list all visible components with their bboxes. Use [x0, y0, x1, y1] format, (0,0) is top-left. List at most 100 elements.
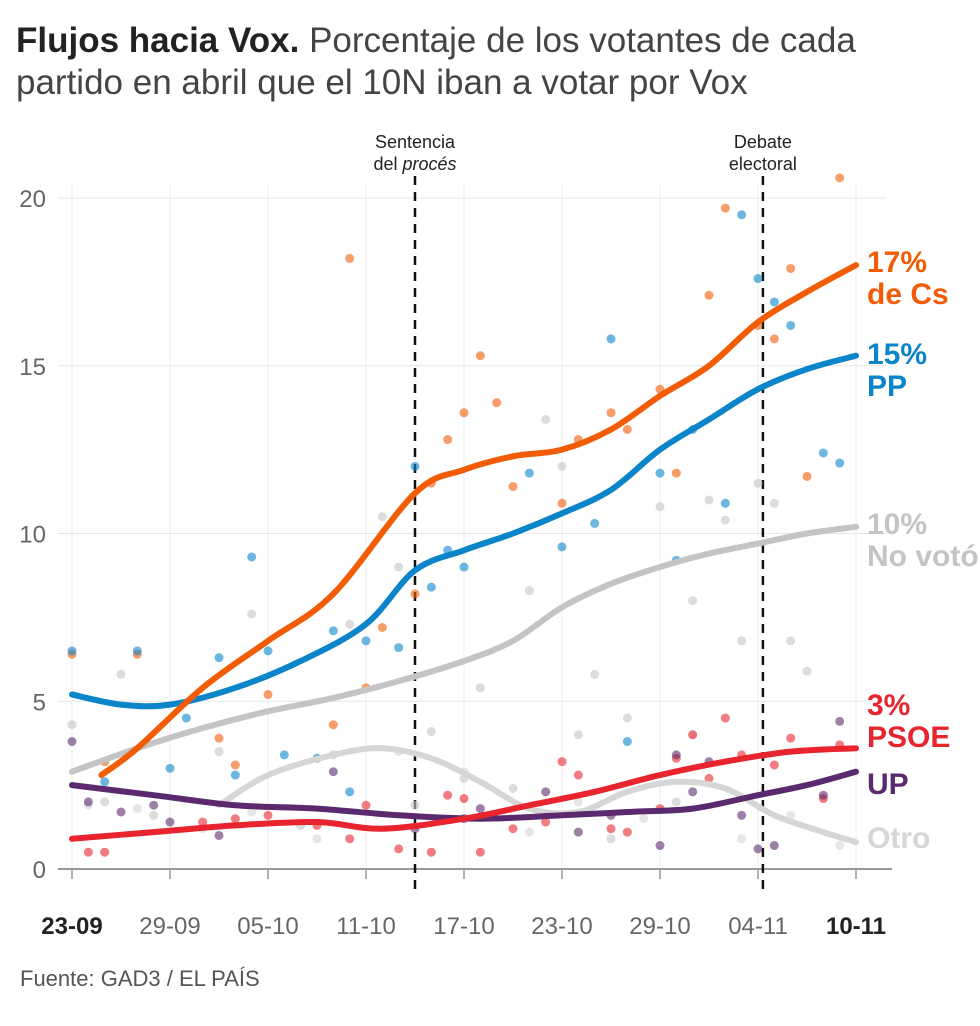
point-psoe-22: [704, 773, 714, 783]
point-psoe-16: [573, 770, 583, 780]
y-tick-label-1: 5: [33, 689, 46, 716]
point-cs-16: [508, 482, 518, 492]
point-no-vot-16: [524, 586, 534, 596]
point-pp-15: [410, 461, 420, 471]
point-pp-30: [769, 297, 779, 307]
point-no-vot-10: [394, 562, 404, 572]
point-psoe-12: [475, 847, 485, 857]
end-label-cs-value: 17%: [867, 246, 927, 279]
point-pp-29: [753, 274, 763, 284]
x-tick-label-5: 23-10: [531, 913, 592, 940]
point-otro-7: [524, 827, 534, 837]
point-psoe-2: [198, 817, 208, 827]
point-pp-18: [459, 562, 469, 572]
point-psoe-8: [394, 844, 404, 854]
point-cs-20: [622, 424, 632, 434]
point-pp-9: [279, 750, 289, 760]
point-pp-14: [394, 643, 404, 653]
point-pp-2: [132, 646, 142, 656]
point-up-9: [475, 804, 485, 814]
point-no-vot-28: [737, 636, 747, 646]
point-cs-23: [704, 290, 714, 300]
point-pp-4: [181, 713, 191, 723]
point-psoe-14: [541, 817, 551, 827]
point-up-2: [116, 807, 126, 817]
point-pp-23: [622, 737, 632, 747]
x-tick-label-2: 05-10: [237, 913, 298, 940]
point-psoe-10: [443, 790, 453, 800]
point-cs-27: [786, 263, 796, 273]
end-label-no-vot-value: 10%: [867, 508, 927, 541]
point-psoe-25: [769, 760, 779, 770]
point-up-18: [753, 844, 763, 854]
annotation-label-1-text: electoral: [729, 154, 797, 174]
point-no-vot-26: [704, 495, 714, 505]
point-pp-27: [720, 498, 730, 508]
chart-title: Flujos hacia Vox. Porcentaje de los vota…: [16, 20, 966, 104]
point-cs-24: [720, 203, 730, 213]
point-psoe-6: [345, 834, 355, 844]
x-tick-label-3: 11-10: [336, 913, 396, 940]
point-cs-4: [230, 760, 240, 770]
point-cs-28: [802, 471, 812, 481]
point-up-10: [541, 787, 551, 797]
point-no-vot-30: [769, 498, 779, 508]
point-otro-8: [573, 797, 583, 807]
point-no-vot-4: [214, 747, 224, 757]
point-no-vot-31: [786, 636, 796, 646]
point-up-13: [655, 841, 665, 851]
point-no-vot-1: [100, 797, 110, 807]
point-cs-17: [557, 498, 567, 508]
point-psoe-18: [622, 827, 632, 837]
point-cs-12: [443, 435, 453, 445]
point-cs-15: [492, 398, 502, 408]
point-up-6: [328, 767, 338, 777]
point-no-vot-0: [67, 720, 77, 730]
point-cs-21: [671, 468, 681, 478]
point-cs-19: [606, 408, 616, 418]
annotation-label-0-line2: del procés: [373, 154, 456, 174]
point-pp-28: [737, 210, 747, 220]
annotation-label-0-line1: Sentencia: [375, 132, 456, 152]
point-pp-0: [67, 646, 77, 656]
point-psoe-9: [426, 847, 436, 857]
point-pp-11: [328, 626, 338, 636]
point-psoe-4: [263, 810, 273, 820]
x-tick-label-8: 10-11: [826, 913, 886, 940]
point-cs-14: [475, 351, 485, 361]
annotation-label-0-italic: procés: [402, 154, 457, 174]
point-otro-13: [835, 841, 845, 851]
point-no-vot-11: [410, 800, 420, 810]
point-no-vot-5: [247, 609, 257, 619]
point-no-vot-20: [590, 669, 600, 679]
point-no-vot-29: [753, 478, 763, 488]
y-tick-label-4: 20: [19, 186, 46, 213]
y-tick-label-3: 15: [19, 354, 46, 381]
point-psoe-26: [786, 733, 796, 743]
point-pp-1: [100, 777, 110, 787]
point-no-vot-25: [688, 596, 698, 606]
trend-line-psoe: [69, 745, 859, 842]
x-tick-label-6: 29-10: [629, 913, 690, 940]
y-tick-label-2: 10: [19, 522, 46, 549]
point-pp-12: [345, 787, 355, 797]
point-otro-12: [786, 810, 796, 820]
point-no-vot-3: [149, 810, 159, 820]
point-pp-5: [214, 653, 224, 663]
end-label-no-vot-name: No votó: [867, 540, 979, 573]
point-psoe-15: [557, 757, 567, 767]
point-up-11: [573, 827, 583, 837]
point-pp-16: [426, 582, 436, 592]
x-tick-label-7: 04-11: [728, 913, 788, 940]
point-up-0: [67, 737, 77, 747]
point-no-vot-21: [606, 834, 616, 844]
y-tick-label-0: 0: [33, 857, 46, 884]
point-up-21: [835, 716, 845, 726]
point-pp-31: [786, 320, 796, 330]
point-pp-32: [818, 448, 828, 458]
annotation-label-1-line2: electoral: [729, 154, 797, 174]
point-cs-6: [328, 720, 338, 730]
trend-line-no-vot: [69, 523, 859, 775]
end-label-pp-name: PP: [867, 370, 907, 403]
